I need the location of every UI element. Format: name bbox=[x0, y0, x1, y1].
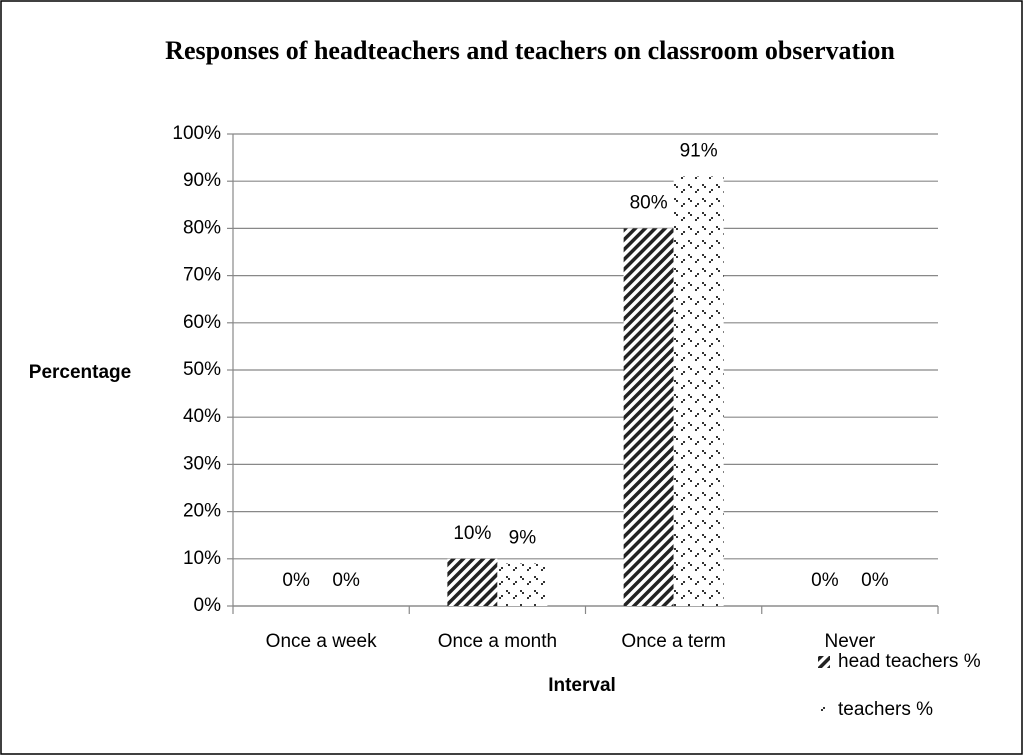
data-label: 9% bbox=[509, 528, 537, 549]
y-tick-label: 20% bbox=[183, 501, 221, 522]
y-tick-label: 90% bbox=[183, 170, 221, 191]
y-tick-label: 80% bbox=[183, 217, 221, 238]
y-tick-label: 30% bbox=[183, 453, 221, 474]
legend-swatch bbox=[818, 656, 830, 668]
data-label: 91% bbox=[680, 140, 718, 161]
bar bbox=[497, 563, 548, 606]
legend-swatch bbox=[818, 704, 830, 716]
data-label: 0% bbox=[282, 570, 310, 591]
y-tick-label: 70% bbox=[183, 265, 221, 286]
chart-title: Responses of headteachers and teachers o… bbox=[165, 36, 895, 65]
x-tick-label: Once a month bbox=[438, 631, 557, 652]
data-label: 10% bbox=[453, 523, 491, 544]
data-label: 0% bbox=[861, 570, 889, 591]
y-axis-label: Percentage bbox=[29, 362, 131, 383]
data-label: 0% bbox=[811, 570, 839, 591]
y-tick-label: 0% bbox=[194, 595, 222, 616]
y-tick-label: 100% bbox=[172, 123, 221, 144]
y-tick-label: 40% bbox=[183, 406, 221, 427]
legend-label: teachers % bbox=[838, 699, 933, 720]
bar bbox=[447, 558, 498, 606]
y-tick-label: 60% bbox=[183, 312, 221, 333]
x-tick-label: Once a week bbox=[266, 631, 377, 652]
y-tick-label: 50% bbox=[183, 359, 221, 380]
y-tick-label: 10% bbox=[183, 548, 221, 569]
data-label: 0% bbox=[332, 570, 360, 591]
x-tick-label: Once a term bbox=[621, 631, 726, 652]
bar bbox=[623, 228, 674, 606]
legend-label: head teachers % bbox=[838, 651, 981, 672]
bar bbox=[673, 176, 724, 607]
x-tick-label: Never bbox=[825, 631, 876, 652]
x-axis-label: Interval bbox=[548, 675, 616, 696]
data-label: 80% bbox=[630, 192, 668, 213]
